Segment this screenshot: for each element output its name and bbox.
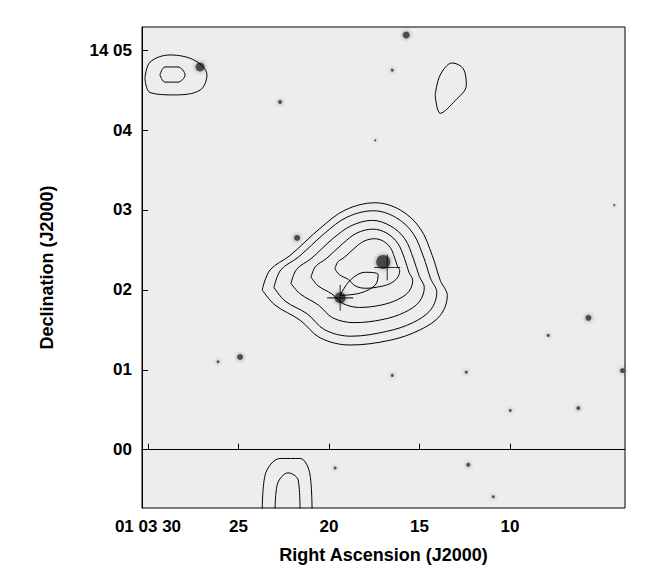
svg-text:01 03 30: 01 03 30 — [115, 517, 181, 536]
svg-text:25: 25 — [229, 517, 248, 536]
svg-text:02: 02 — [113, 280, 132, 299]
svg-text:01: 01 — [113, 360, 132, 379]
svg-text:Right Ascension (J2000): Right Ascension (J2000) — [279, 545, 487, 565]
svg-text:00: 00 — [113, 440, 132, 459]
svg-text:20: 20 — [319, 517, 338, 536]
svg-text:04: 04 — [113, 121, 132, 140]
svg-text:03: 03 — [113, 200, 132, 219]
svg-text:Declination (J2000): Declination (J2000) — [37, 185, 57, 349]
svg-text:14 05: 14 05 — [89, 41, 132, 60]
svg-text:15: 15 — [410, 517, 429, 536]
svg-text:10: 10 — [500, 517, 519, 536]
